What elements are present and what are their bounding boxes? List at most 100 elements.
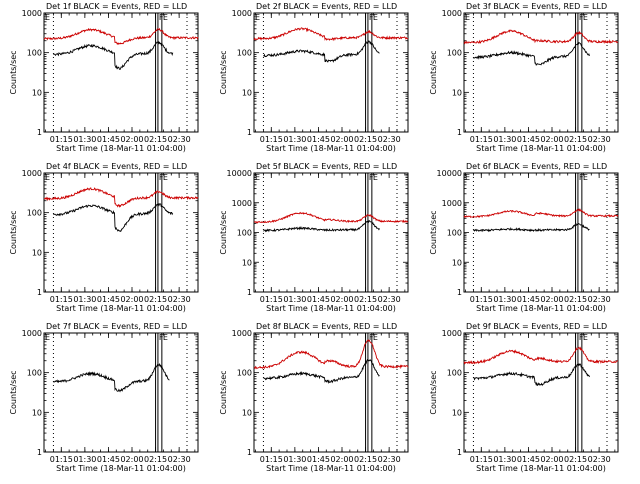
marker-label-e: E	[583, 173, 588, 182]
x-tick-label: 01:45	[307, 295, 330, 304]
x-tick-label: 01:15	[470, 135, 493, 144]
series-lld-line	[43, 27, 199, 45]
x-tick-label: 02:15	[354, 455, 377, 464]
series-lld-line	[43, 187, 199, 208]
series-lld-line	[253, 27, 409, 42]
panel-det-9: Det 9f BLACK = Events, RED = LLD 1 10 100 10…	[429, 322, 619, 473]
x-tick-label: 01:30	[493, 295, 516, 304]
panel-det-7: Det 7f BLACK = Events, RED = LLD 1 10 100 10…	[9, 322, 199, 473]
x-tick-label: 02:30	[588, 135, 611, 144]
x-tick-label: 01:45	[307, 135, 330, 144]
marker-label-f: F	[369, 173, 374, 182]
x-tick-label: 01:15	[50, 135, 73, 144]
x-tick-label: 02:00	[330, 295, 353, 304]
x-tick-label: 01:30	[283, 135, 306, 144]
x-tick-label: 01:30	[73, 135, 96, 144]
y-tick-label: 1	[37, 128, 42, 137]
panel-title: Det 9f BLACK = Events, RED = LLD	[466, 322, 607, 331]
x-tick-label: 02:15	[354, 295, 377, 304]
x-tick-label: 02:30	[168, 455, 191, 464]
panel-title: Det 8f BLACK = Events, RED = LLD	[256, 322, 397, 331]
y-tick-label: 100	[237, 369, 252, 378]
x-axis-label: Start Time (18-Mar-11 01:04:00)	[266, 144, 396, 153]
x-tick-label: 02:30	[588, 295, 611, 304]
x-tick-label: 01:15	[260, 135, 283, 144]
marker-label-f: F	[159, 173, 164, 182]
marker-label-f: F	[579, 13, 584, 22]
panel-det-4: Det 4f BLACK = Events, RED = LLD 1 10 100 10…	[9, 162, 199, 313]
x-tick-label: 02:15	[564, 455, 587, 464]
marker-label-e-start: E	[465, 173, 470, 182]
y-tick-label: 100	[447, 49, 462, 58]
x-tick-label: 02:00	[540, 135, 563, 144]
x-tick-label: 01:30	[73, 455, 96, 464]
y-tick-label: 100	[447, 369, 462, 378]
x-tick-label: 02:30	[168, 135, 191, 144]
y-tick-label: 10	[32, 248, 42, 257]
x-tick-label: 01:45	[517, 455, 540, 464]
y-tick-label: 100	[237, 49, 252, 58]
marker-label-e: E	[373, 13, 378, 22]
series-events-line	[473, 363, 590, 387]
x-axis-label: Start Time (18-Mar-11 01:04:00)	[266, 304, 396, 313]
y-tick-label: 1000	[232, 9, 252, 18]
marker-label-f: F	[159, 13, 164, 22]
y-tick-label: 10000	[437, 169, 462, 178]
marker-label-f: F	[369, 333, 374, 342]
y-tick-label: 10	[242, 258, 252, 267]
series-events-line	[473, 41, 590, 66]
x-tick-label: 02:15	[144, 135, 167, 144]
plot-frame	[253, 12, 409, 133]
y-tick-label: 10	[242, 88, 252, 97]
y-axis-label: Counts/sec	[429, 370, 438, 414]
x-axis-label: Start Time (18-Mar-11 01:04:00)	[476, 464, 606, 473]
y-tick-label: 100	[237, 229, 252, 238]
x-axis-label: Start Time (18-Mar-11 01:04:00)	[476, 144, 606, 153]
x-tick-label: 01:45	[97, 455, 120, 464]
marker-label-f: F	[369, 13, 374, 22]
plot-frame	[463, 12, 619, 133]
series-lld-line	[463, 29, 619, 45]
series-events-line	[263, 220, 380, 233]
plot-frame	[463, 172, 619, 293]
panel-title: Det 3f BLACK = Events, RED = LLD	[466, 2, 607, 11]
y-tick-label: 1000	[22, 169, 42, 178]
y-axis-label: Counts/sec	[219, 370, 228, 414]
marker-label-f: F	[579, 173, 584, 182]
panel-det-5: Det 5f BLACK = Events, RED = LLD 1 10 100 10…	[219, 162, 409, 313]
x-tick-label: 01:30	[283, 455, 306, 464]
x-tick-label: 01:45	[517, 295, 540, 304]
y-tick-label: 1	[37, 288, 42, 297]
series-lld-line	[253, 211, 409, 224]
marker-label-e: E	[163, 13, 168, 22]
x-tick-label: 01:15	[50, 455, 73, 464]
panel-det-2: Det 2f BLACK = Events, RED = LLD 1 10 100 10…	[219, 2, 409, 153]
x-tick-label: 01:45	[97, 295, 120, 304]
y-tick-label: 1000	[232, 329, 252, 338]
x-tick-label: 01:30	[493, 135, 516, 144]
x-tick-label: 02:00	[540, 455, 563, 464]
panel-title: Det 6f BLACK = Events, RED = LLD	[466, 162, 607, 171]
plot-frame	[253, 332, 409, 453]
y-tick-label: 10	[32, 408, 42, 417]
panel-title: Det 2f BLACK = Events, RED = LLD	[256, 2, 397, 11]
x-tick-label: 02:30	[378, 295, 401, 304]
marker-label-e: E	[583, 13, 588, 22]
y-tick-label: 1000	[442, 9, 462, 18]
y-axis-label: Counts/sec	[9, 210, 18, 254]
x-tick-label: 02:15	[564, 135, 587, 144]
y-tick-label: 100	[27, 209, 42, 218]
y-tick-label: 1	[457, 128, 462, 137]
y-tick-label: 1	[457, 288, 462, 297]
x-tick-label: 02:00	[120, 455, 143, 464]
y-axis-label: Counts/sec	[9, 370, 18, 414]
y-tick-label: 1000	[22, 9, 42, 18]
plot-frame	[43, 172, 199, 293]
marker-label-e: E	[583, 333, 588, 342]
x-tick-label: 01:15	[470, 295, 493, 304]
x-tick-label: 02:15	[144, 295, 167, 304]
panel-title: Det 7f BLACK = Events, RED = LLD	[46, 322, 187, 331]
series-events-line	[263, 40, 380, 63]
